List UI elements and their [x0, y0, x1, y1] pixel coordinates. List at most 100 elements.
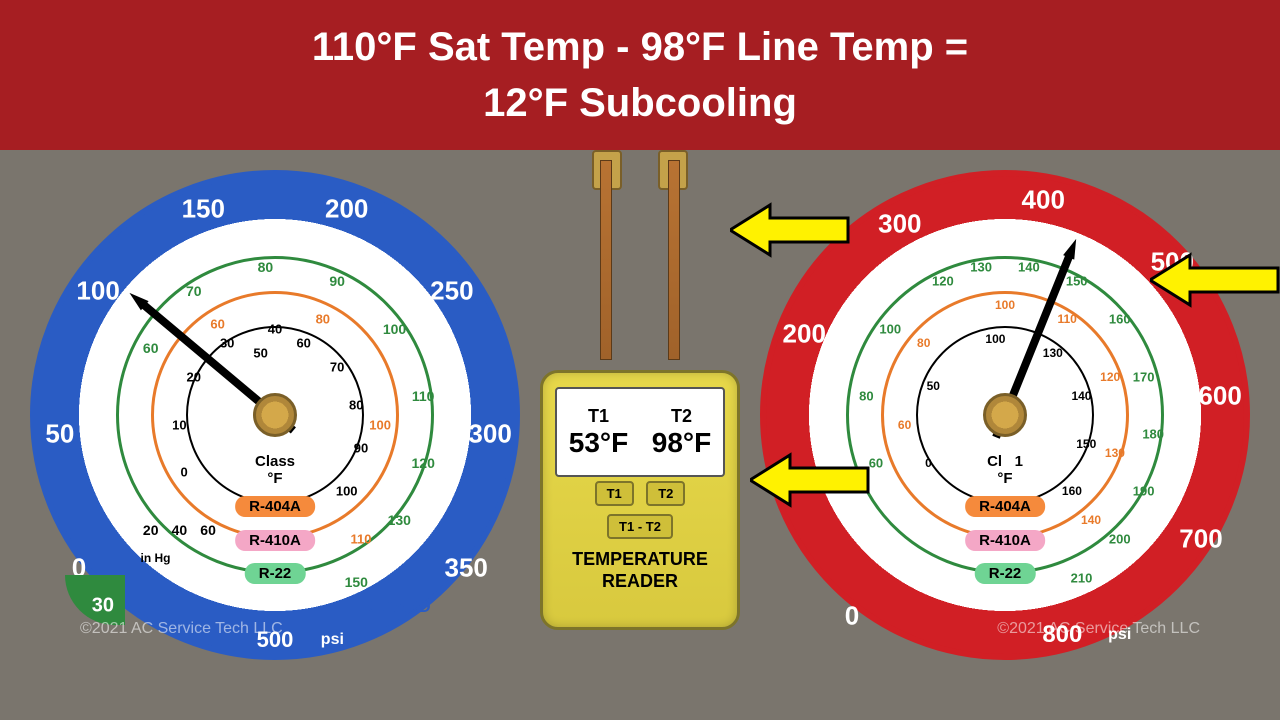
b-label: 20	[187, 369, 201, 384]
badge-r410a: R-410A	[965, 530, 1045, 551]
t1-t2-button[interactable]: T1 - T2	[607, 514, 673, 539]
psi-unit: psi	[321, 631, 344, 649]
temp-screen: T1 T2 53°F 98°F	[555, 387, 725, 477]
o-label: 110	[351, 532, 372, 547]
banner-line1: 110°F Sat Temp - 98°F Line Temp =	[312, 19, 968, 75]
g-label: 80	[258, 259, 274, 275]
b-label: 30	[220, 336, 234, 351]
arrow-to-reader	[750, 450, 870, 510]
pipe-right	[668, 160, 680, 360]
g-label: 210	[1071, 570, 1093, 585]
g-label: 100	[879, 321, 901, 336]
t1-header: T1	[557, 406, 640, 427]
g-label: 70	[186, 283, 202, 299]
badge-r404a: R-404A	[235, 496, 315, 517]
b-label: 0	[181, 465, 188, 480]
g-label: 120	[411, 455, 434, 471]
badge-r404a: R-404A	[965, 496, 1045, 517]
temperature-reader: T1 T2 53°F 98°F T1 T2 T1 - T2 TEMPERATUR…	[540, 370, 740, 630]
psi-label: 700	[1179, 524, 1222, 555]
g-label: 120	[932, 274, 954, 289]
service-pipes	[540, 150, 740, 370]
b-label: 20	[143, 522, 159, 538]
watermark-right: ©2021 AC Service Tech LLC	[997, 620, 1200, 638]
b-label: 80	[349, 398, 363, 413]
pipe-left	[600, 160, 612, 360]
t1-value: 53°F	[557, 427, 640, 459]
o-label: 100	[369, 417, 391, 432]
inhg-label: in Hg	[141, 551, 171, 565]
psi-label: 200	[783, 318, 826, 349]
formula-banner: 110°F Sat Temp - 98°F Line Temp = 12°F S…	[0, 0, 1280, 150]
g-label: 100	[383, 321, 406, 337]
b-label: 10	[172, 417, 186, 432]
arrow-to-gauge	[1150, 250, 1280, 310]
o-label: 110	[1057, 312, 1076, 326]
g-label: 80	[859, 388, 873, 403]
t2-value: 98°F	[640, 427, 723, 459]
g-label: 130	[970, 259, 992, 274]
g-label: 180	[1142, 427, 1164, 442]
b-label: 0	[925, 456, 932, 470]
g-label: 190	[1133, 484, 1155, 499]
g-label: 130	[388, 512, 411, 528]
retard-label: RETARD	[361, 597, 431, 617]
psi-label: 300	[468, 419, 511, 450]
psi-label: 300	[878, 208, 921, 239]
button-row: T1 T2	[591, 477, 690, 510]
o-label: 80	[917, 336, 930, 350]
o-label: 60	[898, 418, 911, 432]
class-label: Class °F	[255, 453, 295, 487]
t1-button[interactable]: T1	[595, 481, 634, 506]
class-label: Cl 1 °F	[987, 453, 1023, 487]
reader-label: TEMPERATURE READER	[543, 549, 737, 592]
g-label: 110	[412, 388, 435, 404]
hub	[253, 393, 297, 437]
g-label: 150	[1066, 274, 1088, 289]
g-label: 60	[869, 455, 883, 470]
o-label: 100	[995, 298, 1015, 312]
g-label: 150	[345, 574, 368, 590]
psi-label: 200	[325, 194, 368, 225]
b-label: 40	[172, 522, 188, 538]
psi-label: 600	[1198, 380, 1241, 411]
b-label: 150	[1076, 437, 1096, 451]
arrow-to-pipe	[730, 200, 850, 260]
g-label: 170	[1133, 369, 1155, 384]
t2-button[interactable]: T2	[646, 481, 685, 506]
g-label: 200	[1109, 532, 1131, 547]
b-label: 60	[200, 522, 216, 538]
b-label: 100	[985, 332, 1005, 346]
b-label: 90	[354, 441, 368, 456]
psi-label: 350	[444, 552, 487, 583]
g-label: 140	[1018, 259, 1040, 274]
b-label: 100	[336, 484, 358, 499]
o-label: 120	[1100, 370, 1120, 384]
psi-label: 150	[182, 194, 225, 225]
b-label: 160	[1062, 484, 1082, 498]
b-label: 60	[296, 336, 310, 351]
hub	[983, 393, 1027, 437]
banner-line2: 12°F Subcooling	[483, 75, 797, 131]
g-label: 60	[143, 340, 159, 356]
badge-r410a: R-410A	[235, 530, 315, 551]
psi-label: 100	[76, 275, 119, 306]
t2-header: T2	[640, 406, 723, 427]
psi-label: 250	[430, 275, 473, 306]
o-label: 60	[210, 317, 224, 332]
b-label: 50	[253, 345, 267, 360]
badge-r22: R-22	[975, 563, 1036, 584]
psi-label: 50	[45, 419, 74, 450]
g-label: 160	[1109, 312, 1131, 327]
psi-label: 400	[1022, 184, 1065, 215]
psi-label: 0	[845, 600, 859, 631]
b-label: 130	[1043, 346, 1063, 360]
o-label: 130	[1105, 446, 1125, 460]
watermark-left: ©2021 AC Service Tech LLC	[80, 620, 283, 638]
o-label: 80	[316, 312, 330, 327]
o-label: 140	[1081, 513, 1101, 527]
b-label: 40	[268, 321, 282, 336]
low-side-gauge: 0 50 100 150 200 250 300 350 500 60 70 8…	[30, 170, 520, 660]
b-label: 140	[1071, 389, 1091, 403]
b-label: 50	[927, 379, 940, 393]
